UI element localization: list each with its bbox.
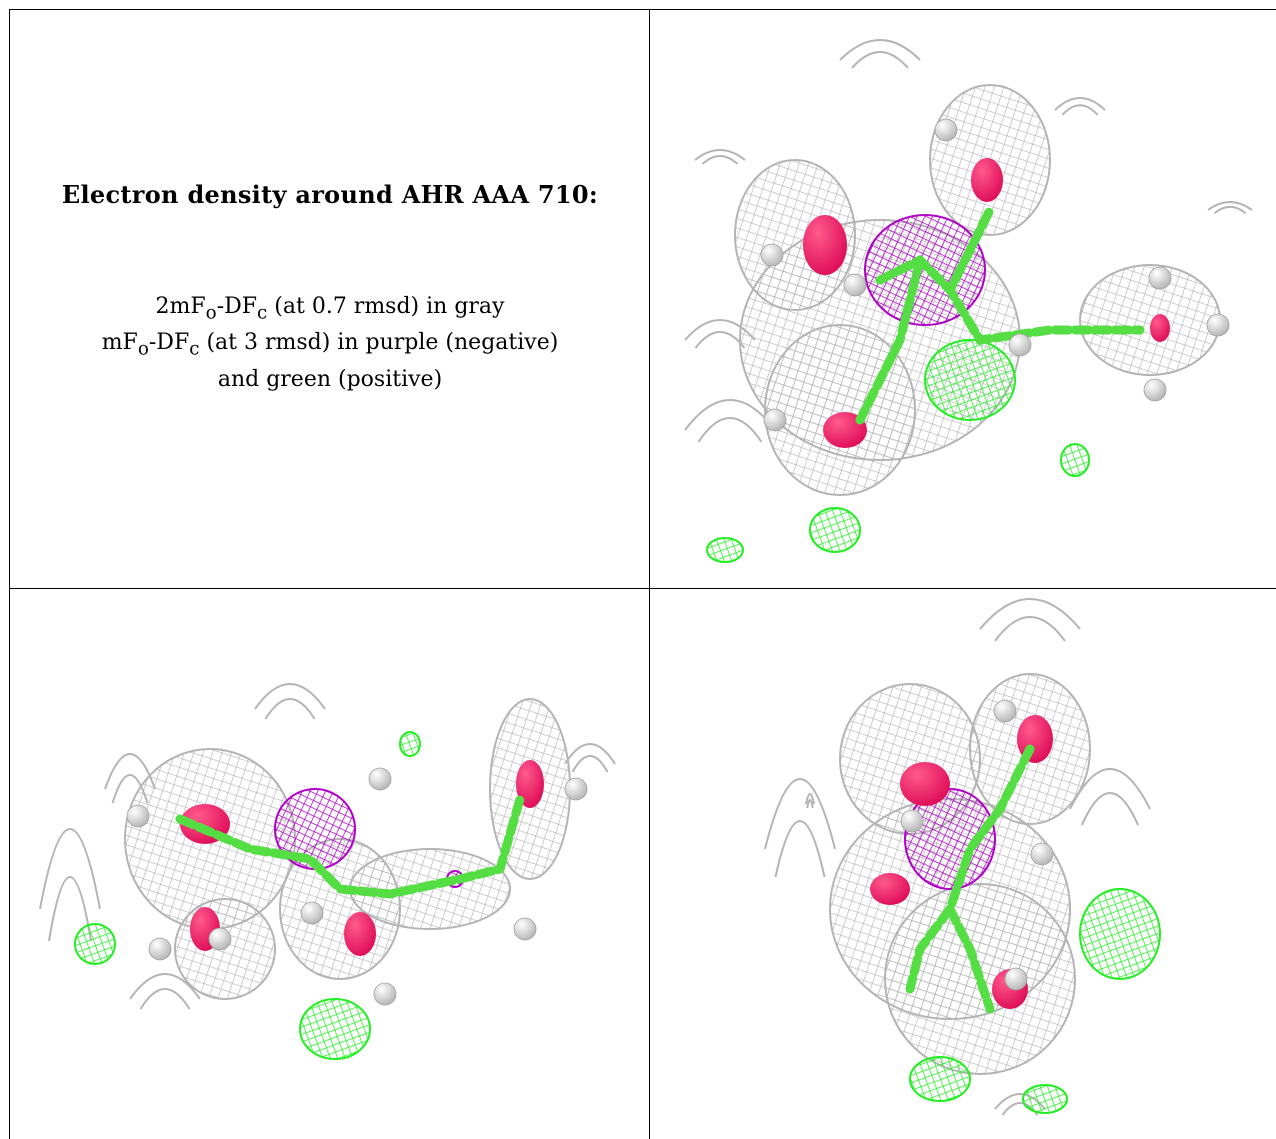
legend-2-sub1: o bbox=[138, 339, 149, 360]
positive-difference-density bbox=[910, 1057, 970, 1101]
density-view-bottom-right bbox=[650, 589, 1276, 1139]
density-svg-bottom-left bbox=[10, 589, 649, 1139]
oxygen-atom bbox=[344, 912, 376, 956]
hydrogen-atom bbox=[764, 409, 786, 431]
mesh-fragment bbox=[255, 684, 325, 719]
legend-1-mid: -DF bbox=[217, 294, 257, 319]
legend-line-1: 2mFo-DFc (at 0.7 rmsd) in gray bbox=[10, 292, 650, 328]
hydrogen-atom bbox=[149, 938, 171, 960]
legend-1-pre: 2mF bbox=[156, 294, 206, 319]
mesh-fragment bbox=[980, 599, 1080, 641]
hydrogen-atom bbox=[844, 274, 866, 296]
hydrogen-atom bbox=[301, 902, 323, 924]
positive-difference-density bbox=[1061, 444, 1089, 476]
legend-1-post: (at 0.7 rmsd) in gray bbox=[267, 294, 504, 319]
legend-1-sub2: c bbox=[257, 302, 267, 323]
density-svg-bottom-right bbox=[650, 589, 1276, 1139]
oxygen-atom bbox=[1150, 314, 1170, 342]
caption-cell: Electron density around AHR AAA 710: 2mF… bbox=[10, 10, 650, 588]
density-view-bottom-left bbox=[10, 589, 649, 1139]
hydrogen-atom bbox=[1207, 314, 1229, 336]
oxygen-atom bbox=[870, 873, 910, 905]
density-svg-top-right bbox=[650, 10, 1276, 588]
hydrogen-atom bbox=[994, 700, 1016, 722]
positive-difference-density bbox=[1023, 1085, 1067, 1113]
positive-difference-density bbox=[75, 924, 115, 964]
hydrogen-atom bbox=[127, 805, 149, 827]
hydrogen-atom bbox=[1144, 379, 1166, 401]
positive-difference-density bbox=[925, 340, 1015, 420]
hydrogen-atom bbox=[369, 768, 391, 790]
mesh-fragment bbox=[840, 40, 920, 68]
hydrogen-atom bbox=[209, 928, 231, 950]
mesh-fragment bbox=[1208, 202, 1252, 213]
legend-2-mid: -DF bbox=[149, 330, 189, 355]
hydrogen-atom bbox=[1031, 843, 1053, 865]
hydrogen-atom bbox=[514, 918, 536, 940]
hydrogen-atom bbox=[761, 244, 783, 266]
hydrogen-atom bbox=[901, 810, 923, 832]
mesh-fragment bbox=[565, 744, 615, 772]
hydrogen-atom bbox=[565, 778, 587, 800]
legend-line-3: and green (positive) bbox=[10, 365, 650, 395]
legend-2-sub2: c bbox=[189, 339, 199, 360]
hydrogen-atom bbox=[935, 119, 957, 141]
legend-2-post: (at 3 rmsd) in purple (negative) bbox=[199, 330, 558, 355]
legend-3-post: and green (positive) bbox=[218, 367, 442, 392]
hydrogen-atom bbox=[1149, 267, 1171, 289]
mesh-fragment bbox=[765, 779, 835, 877]
legend-2-pre: mF bbox=[102, 330, 138, 355]
figure-title: Electron density around AHR AAA 710: bbox=[10, 180, 650, 209]
legend-1-sub1: o bbox=[206, 302, 217, 323]
hydrogen-atom bbox=[1005, 968, 1027, 990]
mesh-fragment bbox=[1055, 98, 1105, 115]
oxygen-atom bbox=[803, 215, 847, 275]
mesh-fragment bbox=[806, 794, 814, 808]
positive-difference-density bbox=[1080, 889, 1160, 979]
positive-difference-density bbox=[300, 999, 370, 1059]
positive-difference-density bbox=[400, 732, 420, 756]
positive-difference-density bbox=[707, 538, 743, 562]
figure-legend: 2mFo-DFc (at 0.7 rmsd) in gray mFo-DFc (… bbox=[10, 292, 650, 395]
legend-line-2: mFo-DFc (at 3 rmsd) in purple (negative) bbox=[10, 328, 650, 364]
hydrogen-atom bbox=[374, 983, 396, 1005]
oxygen-atom bbox=[971, 158, 1003, 202]
mesh-fragment bbox=[695, 150, 745, 164]
mesh-fragment bbox=[685, 400, 775, 442]
oxygen-atom bbox=[900, 762, 950, 806]
hydrogen-atom bbox=[1009, 334, 1031, 356]
positive-difference-density bbox=[810, 508, 860, 552]
density-view-top-right bbox=[650, 10, 1276, 588]
